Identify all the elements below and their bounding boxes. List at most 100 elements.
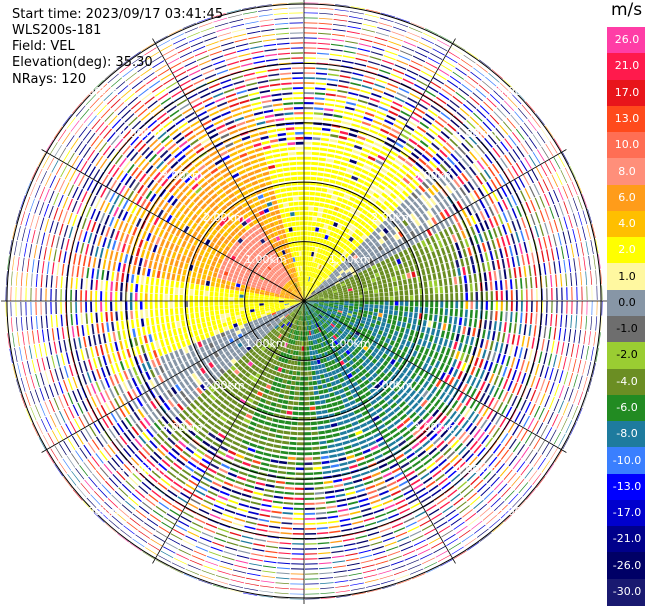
ppi-gate	[325, 163, 333, 168]
ppi-gate	[440, 346, 446, 354]
ppi-gate	[580, 345, 584, 359]
ppi-gate	[100, 379, 106, 390]
ppi-gate	[586, 286, 588, 300]
ppi-gate	[382, 472, 393, 478]
ppi-gate	[328, 296, 334, 299]
ppi-gate	[86, 385, 92, 397]
ppi-gate	[272, 397, 278, 402]
ppi-gate	[389, 192, 397, 200]
ppi-gate	[321, 330, 326, 336]
ppi-gate	[446, 451, 456, 460]
ppi-gate	[354, 348, 360, 354]
ppi-gate	[432, 436, 442, 445]
ppi-gate	[336, 447, 344, 452]
ppi-gate	[425, 89, 436, 98]
ppi-gate	[218, 467, 228, 474]
ppi-gate	[331, 286, 337, 290]
ppi-gate	[409, 204, 416, 212]
ppi-gate	[198, 508, 210, 515]
ppi-gate	[385, 338, 391, 344]
ppi-gate	[452, 368, 459, 378]
ppi-gate	[248, 348, 254, 354]
ppi-gate	[82, 414, 90, 426]
ppi-gate	[304, 201, 309, 206]
ppi-gate	[403, 346, 409, 353]
ppi-gate	[323, 178, 330, 183]
ppi-gate	[486, 181, 494, 192]
ppi-gate	[304, 171, 311, 175]
ppi-gate	[511, 93, 522, 105]
ppi-gate	[511, 369, 517, 381]
ppi-gate	[198, 462, 209, 469]
ppi-gate	[99, 467, 109, 478]
ppi-gate	[290, 304, 295, 308]
ppi-gate	[341, 332, 347, 338]
ppi-gate	[310, 166, 318, 171]
ppi-gate	[348, 236, 354, 242]
ppi-gate	[187, 530, 200, 538]
ppi-gate	[437, 39, 450, 47]
ppi-gate	[341, 414, 349, 420]
ppi-gate	[222, 441, 231, 448]
ppi-gate	[309, 282, 312, 288]
ppi-gate	[304, 422, 311, 426]
ppi-gate	[220, 428, 229, 435]
ppi-gate	[348, 505, 360, 511]
ppi-gate	[126, 521, 138, 531]
ppi-gate	[373, 212, 381, 219]
ppi-gate	[304, 286, 306, 291]
ppi-gate	[385, 436, 394, 443]
ppi-gate	[180, 400, 188, 408]
ppi-gate	[373, 289, 379, 294]
ppi-gate	[393, 265, 399, 271]
ppi-gate	[327, 408, 334, 413]
ppi-gate	[364, 237, 371, 244]
ppi-gate	[455, 333, 460, 342]
ppi-gate	[398, 285, 403, 291]
ppi-gate	[397, 388, 404, 396]
ppi-gate	[357, 206, 364, 212]
ppi-gate	[249, 334, 255, 339]
ppi-gate	[326, 83, 338, 87]
ppi-gate	[292, 319, 296, 324]
ppi-gate	[306, 336, 309, 341]
ppi-gate	[244, 365, 250, 371]
ppi-gate	[557, 187, 564, 201]
ppi-gate	[331, 321, 337, 326]
ppi-gate	[166, 513, 178, 521]
ppi-gate	[317, 364, 322, 370]
ppi-gate	[330, 336, 336, 342]
ppi-gate	[443, 364, 450, 373]
ppi-gate	[236, 475, 247, 481]
ppi-gate	[531, 301, 533, 313]
ppi-gate	[237, 391, 244, 397]
ppi-gate	[427, 109, 438, 117]
ppi-gate	[461, 419, 469, 429]
ppi-gate	[551, 248, 555, 261]
ppi-gate	[520, 359, 525, 371]
ppi-gate	[304, 507, 315, 510]
ppi-gate	[178, 473, 189, 481]
ppi-gate	[409, 295, 414, 301]
ppi-gate	[360, 375, 367, 382]
ppi-gate	[573, 258, 576, 272]
ppi-gate	[304, 12, 318, 14]
ppi-gate	[424, 150, 434, 158]
ppi-gate	[330, 283, 335, 288]
ppi-gate	[319, 577, 334, 580]
ppi-gate	[270, 334, 276, 340]
ppi-gate	[312, 456, 321, 460]
ppi-gate	[436, 440, 445, 449]
ppi-gate	[168, 451, 177, 460]
ppi-gate	[290, 339, 294, 345]
ppi-gate	[313, 303, 319, 305]
ppi-gate	[338, 306, 344, 310]
ppi-gate	[568, 372, 574, 387]
ppi-gate	[155, 408, 163, 417]
ppi-gate	[457, 250, 463, 259]
ppi-gate	[308, 302, 314, 305]
ppi-gate	[475, 212, 481, 223]
ppi-gate	[481, 349, 487, 359]
ppi-gate	[337, 288, 343, 292]
ppi-gate	[454, 284, 458, 293]
